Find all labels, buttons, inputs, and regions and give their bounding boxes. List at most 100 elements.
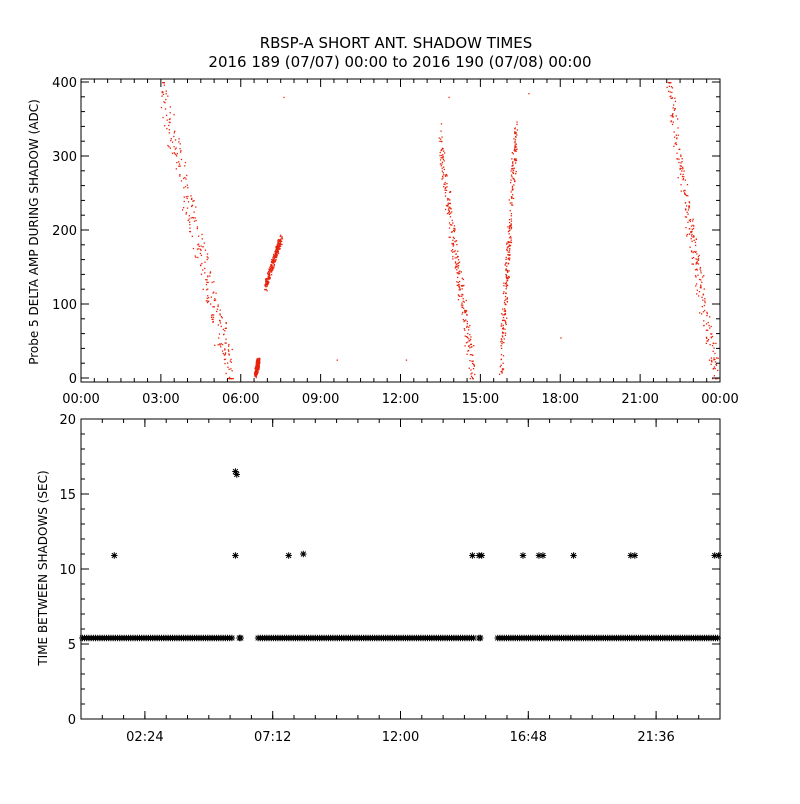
top-data-point xyxy=(185,196,187,198)
top-data-point xyxy=(255,364,257,367)
top-data-point xyxy=(452,255,454,258)
top-data-point xyxy=(510,213,513,215)
top-data-point xyxy=(505,323,507,326)
top-data-point xyxy=(189,223,191,226)
top-data-point xyxy=(671,123,674,126)
top-data-point xyxy=(710,363,712,365)
top-data-point xyxy=(704,300,706,302)
top-data-point xyxy=(500,325,503,327)
bottom-data-point xyxy=(535,552,543,559)
top-data-point xyxy=(690,225,693,227)
top-data-point xyxy=(695,261,698,264)
top-data-point xyxy=(268,270,270,273)
top-data-point xyxy=(445,189,448,191)
top-data-point xyxy=(441,161,444,163)
top-data-point xyxy=(206,289,208,291)
top-data-point xyxy=(191,235,193,237)
top-data-point xyxy=(222,352,224,355)
top-data-point xyxy=(207,275,209,277)
top-data-point xyxy=(207,295,209,297)
top-data-point xyxy=(685,216,688,218)
top-data-point xyxy=(501,371,503,373)
top-data-point xyxy=(713,357,715,359)
top-data-point xyxy=(504,309,506,311)
top-data-point xyxy=(264,285,266,287)
top-data-point xyxy=(265,280,267,283)
top-data-point xyxy=(507,251,509,253)
top-data-point xyxy=(512,194,514,196)
top-data-point xyxy=(461,295,463,297)
top-data-point xyxy=(468,340,470,342)
top-data-point xyxy=(686,184,689,186)
top-data-point xyxy=(466,313,468,316)
top-data-point xyxy=(510,237,512,239)
top-data-point xyxy=(179,151,182,153)
top-data-point xyxy=(461,277,463,279)
top-data-point xyxy=(472,368,475,370)
top-data-point xyxy=(499,373,501,375)
top-data-point xyxy=(705,336,708,338)
top-data-point xyxy=(275,259,277,261)
top-data-point xyxy=(709,327,711,329)
top-data-point xyxy=(448,210,450,212)
top-data-point xyxy=(267,278,269,281)
top-data-point xyxy=(220,346,222,348)
top-data-point xyxy=(506,242,508,244)
top-data-point xyxy=(694,269,697,271)
top-data-point xyxy=(685,194,687,196)
top-data-point xyxy=(509,202,511,204)
top-data-point xyxy=(443,183,445,185)
top-data-point xyxy=(176,152,178,155)
top-data-point xyxy=(502,362,504,364)
top-data-point xyxy=(691,257,693,259)
top-data-point xyxy=(217,305,219,308)
top-data-point xyxy=(468,326,470,328)
top-data-point xyxy=(514,158,516,160)
top-data-point xyxy=(256,367,258,369)
top-data-point xyxy=(447,205,449,208)
top-data-point xyxy=(715,364,718,366)
top-data-point xyxy=(273,264,275,266)
top-data-point xyxy=(223,354,225,356)
top-data-point xyxy=(514,131,516,134)
top-data-point xyxy=(257,367,260,369)
top-data-point xyxy=(446,183,448,185)
top-data-point xyxy=(206,253,209,255)
top-data-point xyxy=(508,227,510,229)
top-data-point xyxy=(457,262,460,264)
top-data-point xyxy=(230,358,232,360)
top-data-point xyxy=(444,183,446,186)
top-data-point xyxy=(465,342,468,344)
top-data-point xyxy=(516,134,518,136)
top-y-tick-label: 0 xyxy=(69,372,77,387)
top-data-point xyxy=(672,121,674,123)
top-data-point xyxy=(179,148,181,150)
top-data-point xyxy=(455,265,457,267)
top-data-point xyxy=(464,335,466,337)
top-data-point xyxy=(504,264,506,266)
top-data-point xyxy=(500,345,502,347)
top-data-point xyxy=(266,278,268,280)
top-data-point xyxy=(467,341,469,343)
top-data-point xyxy=(268,273,270,275)
top-data-point xyxy=(194,255,196,257)
top-data-point xyxy=(460,271,462,273)
chart-title: RBSP-A SHORT ANT. SHADOW TIMES xyxy=(260,34,533,52)
top-data-point xyxy=(458,285,460,287)
top-data-point xyxy=(707,340,709,342)
top-data-point xyxy=(697,256,699,258)
top-data-point xyxy=(695,244,697,246)
top-data-point xyxy=(502,368,504,370)
top-data-point xyxy=(677,177,679,179)
top-data-point xyxy=(711,345,714,347)
top-data-point xyxy=(500,323,503,325)
top-data-point xyxy=(509,210,511,212)
top-data-point xyxy=(675,143,678,146)
top-data-point xyxy=(456,265,459,267)
top-data-point xyxy=(223,358,226,361)
top-data-point xyxy=(186,197,188,200)
top-data-point xyxy=(710,325,712,328)
top-data-point xyxy=(192,200,194,202)
top-data-point xyxy=(681,158,683,160)
bottom-x-tick-label: 07:12 xyxy=(254,730,291,745)
